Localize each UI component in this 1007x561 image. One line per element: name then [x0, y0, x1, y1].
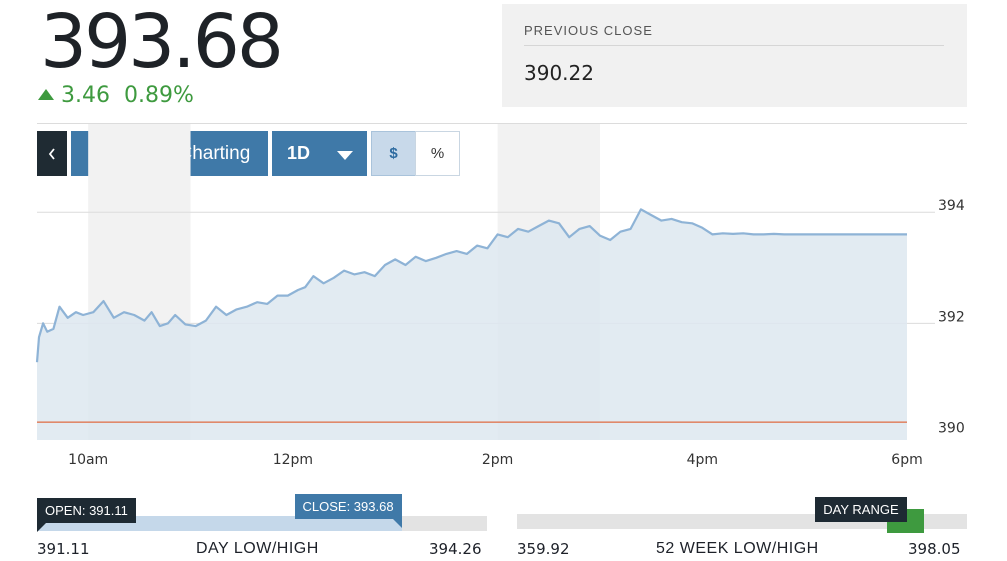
x-tick-label: 12pm: [273, 452, 313, 468]
price-area: [37, 209, 907, 440]
up-arrow-icon: [38, 89, 54, 100]
previous-close-label: PREVIOUS CLOSE: [524, 23, 653, 38]
x-tick-label: 6pm: [891, 452, 922, 468]
time-range-value: 1D: [287, 143, 311, 163]
caret-down-icon: [337, 151, 353, 160]
change-percent: 0.89%: [123, 83, 194, 108]
time-range-select[interactable]: 1D: [272, 131, 367, 176]
previous-close-panel: PREVIOUS CLOSE 390.22: [502, 4, 967, 107]
y-tick-label: 392: [938, 309, 965, 325]
week52-low: 359.92: [517, 540, 570, 558]
x-tick-label: 4pm: [687, 452, 718, 468]
collapse-button[interactable]: [37, 131, 67, 176]
divider: [37, 123, 967, 124]
x-tick-label: 2pm: [482, 452, 513, 468]
percent-mode-toggle[interactable]: %: [415, 131, 460, 176]
close-tag: CLOSE: 393.68: [294, 494, 402, 528]
last-price: 393.68: [40, 0, 284, 85]
day-range-title: DAY LOW/HIGH: [196, 540, 319, 557]
close-tag-label: CLOSE: 393.68: [302, 499, 394, 514]
day-high: 394.26: [429, 540, 482, 558]
open-tag: OPEN: 391.11: [37, 498, 136, 532]
day-range-tag: DAY RANGE: [815, 497, 907, 522]
previous-close-value: 390.22: [524, 61, 594, 85]
chevron-left-icon: [48, 147, 55, 160]
tag-notch: [392, 519, 402, 528]
price-change: 3.46 0.89%: [38, 83, 194, 108]
open-tag-label: OPEN: 391.11: [45, 503, 128, 518]
y-tick-label: 390: [938, 420, 965, 436]
x-tick-label: 10am: [68, 452, 108, 468]
week52-high: 398.05: [908, 540, 961, 558]
y-tick-label: 394: [938, 198, 965, 214]
divider: [524, 45, 944, 46]
day-low: 391.11: [37, 540, 90, 558]
change-value: 3.46: [61, 83, 110, 108]
day-range-tag-label: DAY RANGE: [823, 502, 899, 517]
price-line: [35, 208, 907, 363]
tag-notch: [37, 523, 46, 532]
week52-range-title: 52 WEEK LOW/HIGH: [656, 540, 819, 557]
